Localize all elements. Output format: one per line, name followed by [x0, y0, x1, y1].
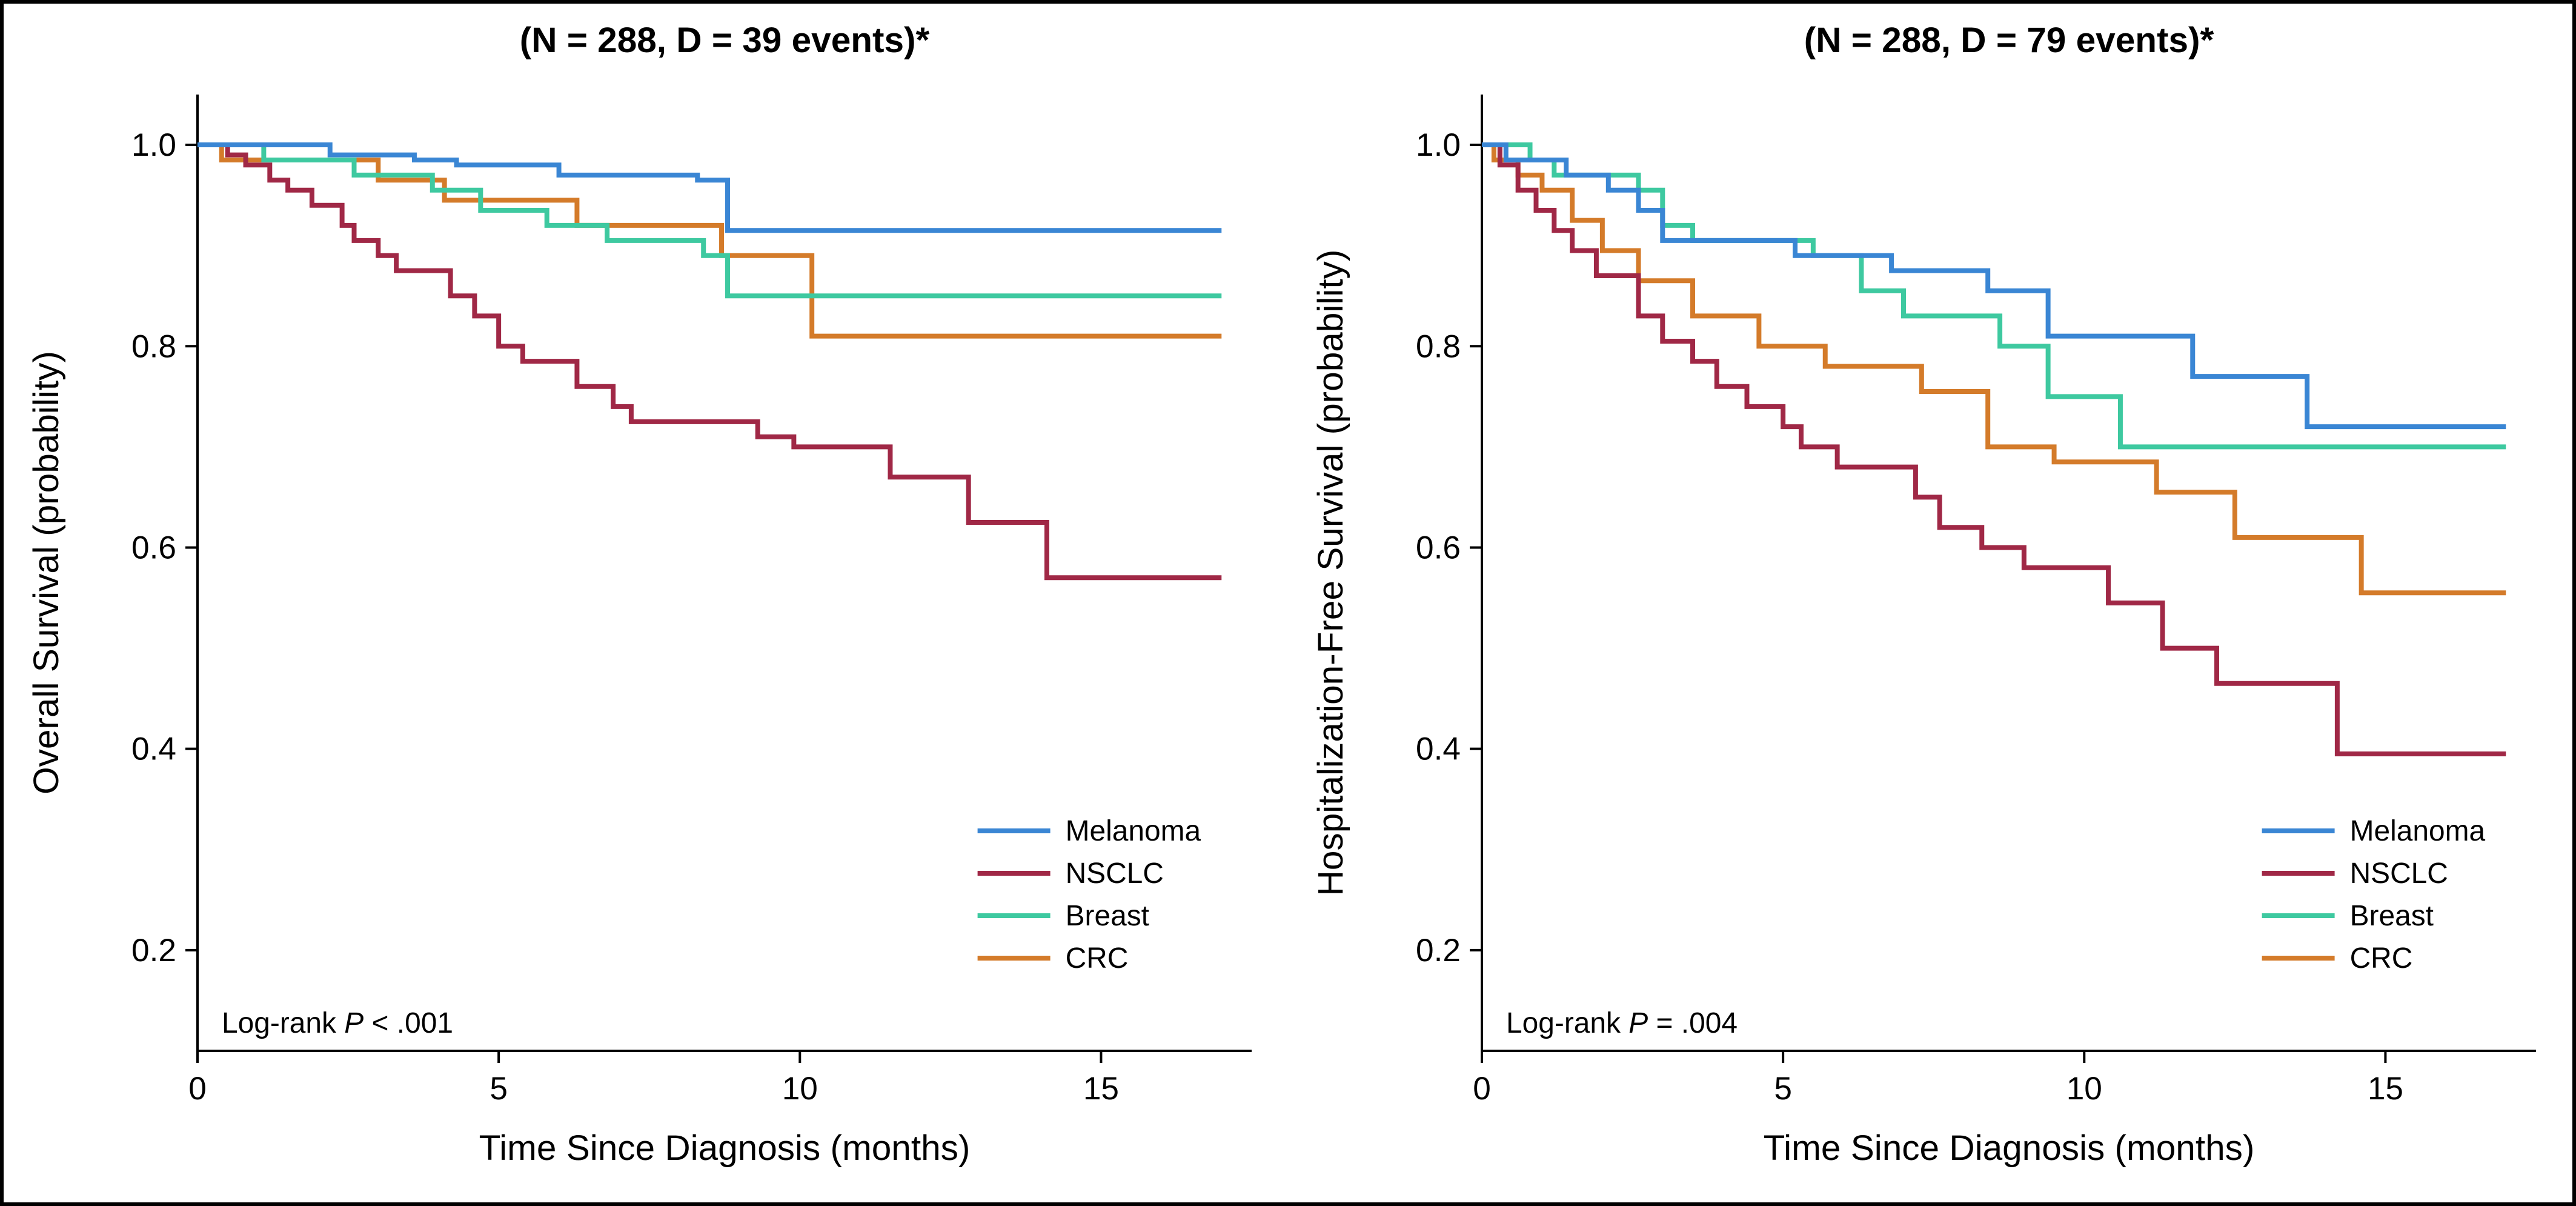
y-axis-label: Hospitalization-Free Survival (probabili…	[1311, 250, 1350, 896]
y-tick-label: 1.0	[1416, 127, 1461, 163]
survival-curve-nsclc	[1482, 145, 2506, 754]
survival-curve-melanoma	[1482, 145, 2506, 427]
legend-label: Melanoma	[2350, 815, 2486, 847]
legend-label: NSCLC	[2350, 858, 2448, 890]
y-tick-label: 0.4	[131, 731, 176, 767]
x-tick-label: 0	[188, 1071, 207, 1107]
panel-overall-survival: (N = 288, D = 39 events)* Overall Surviva…	[4, 4, 1288, 1202]
x-tick-label: 15	[1083, 1071, 1119, 1107]
y-tick-label: 1.0	[131, 127, 176, 163]
y-tick-label: 0.2	[1416, 933, 1461, 968]
x-tick-label: 5	[490, 1071, 508, 1107]
y-tick-label: 0.4	[1416, 731, 1461, 767]
logrank-annotation: Log-rank P < .001	[222, 1007, 453, 1039]
chart-svg: (N = 288, D = 79 events)* Hospitalization…	[1288, 4, 2572, 1202]
panel-hospitalization-free-survival: (N = 288, D = 79 events)* Hospitalization…	[1288, 4, 2572, 1202]
x-tick-label: 0	[1473, 1071, 1491, 1107]
legend-label: Melanoma	[1066, 815, 1201, 847]
figure-container: (N = 288, D = 39 events)* Overall Surviva…	[0, 0, 2576, 1206]
y-tick-label: 0.2	[131, 933, 176, 968]
x-tick-label: 15	[2368, 1071, 2403, 1107]
survival-curve-nsclc	[198, 145, 1221, 578]
x-tick-label: 5	[1774, 1071, 1792, 1107]
legend-label: CRC	[1066, 942, 1129, 974]
legend-label: CRC	[2350, 942, 2413, 974]
y-tick-label: 0.8	[1416, 328, 1461, 364]
legend-label: Breast	[1066, 900, 1149, 932]
y-tick-label: 0.6	[1416, 530, 1461, 565]
y-tick-label: 0.8	[131, 328, 176, 364]
legend-label: Breast	[2350, 900, 2434, 932]
x-axis-label: Time Since Diagnosis (months)	[479, 1128, 971, 1168]
x-tick-label: 10	[2066, 1071, 2102, 1107]
chart-title: (N = 288, D = 39 events)*	[520, 21, 930, 60]
y-axis-label: Overall Survival (probability)	[27, 351, 66, 795]
survival-curve-crc	[1482, 145, 2506, 593]
x-tick-label: 10	[782, 1071, 818, 1107]
chart-svg: (N = 288, D = 39 events)* Overall Surviva…	[4, 4, 1288, 1202]
y-tick-label: 0.6	[131, 530, 176, 565]
logrank-annotation: Log-rank P = .004	[1506, 1007, 1738, 1039]
survival-curve-crc	[198, 145, 1221, 336]
survival-curve-breast	[198, 145, 1221, 296]
legend-label: NSCLC	[1066, 858, 1164, 890]
x-axis-label: Time Since Diagnosis (months)	[1764, 1128, 2255, 1168]
chart-title: (N = 288, D = 79 events)*	[1804, 21, 2214, 60]
